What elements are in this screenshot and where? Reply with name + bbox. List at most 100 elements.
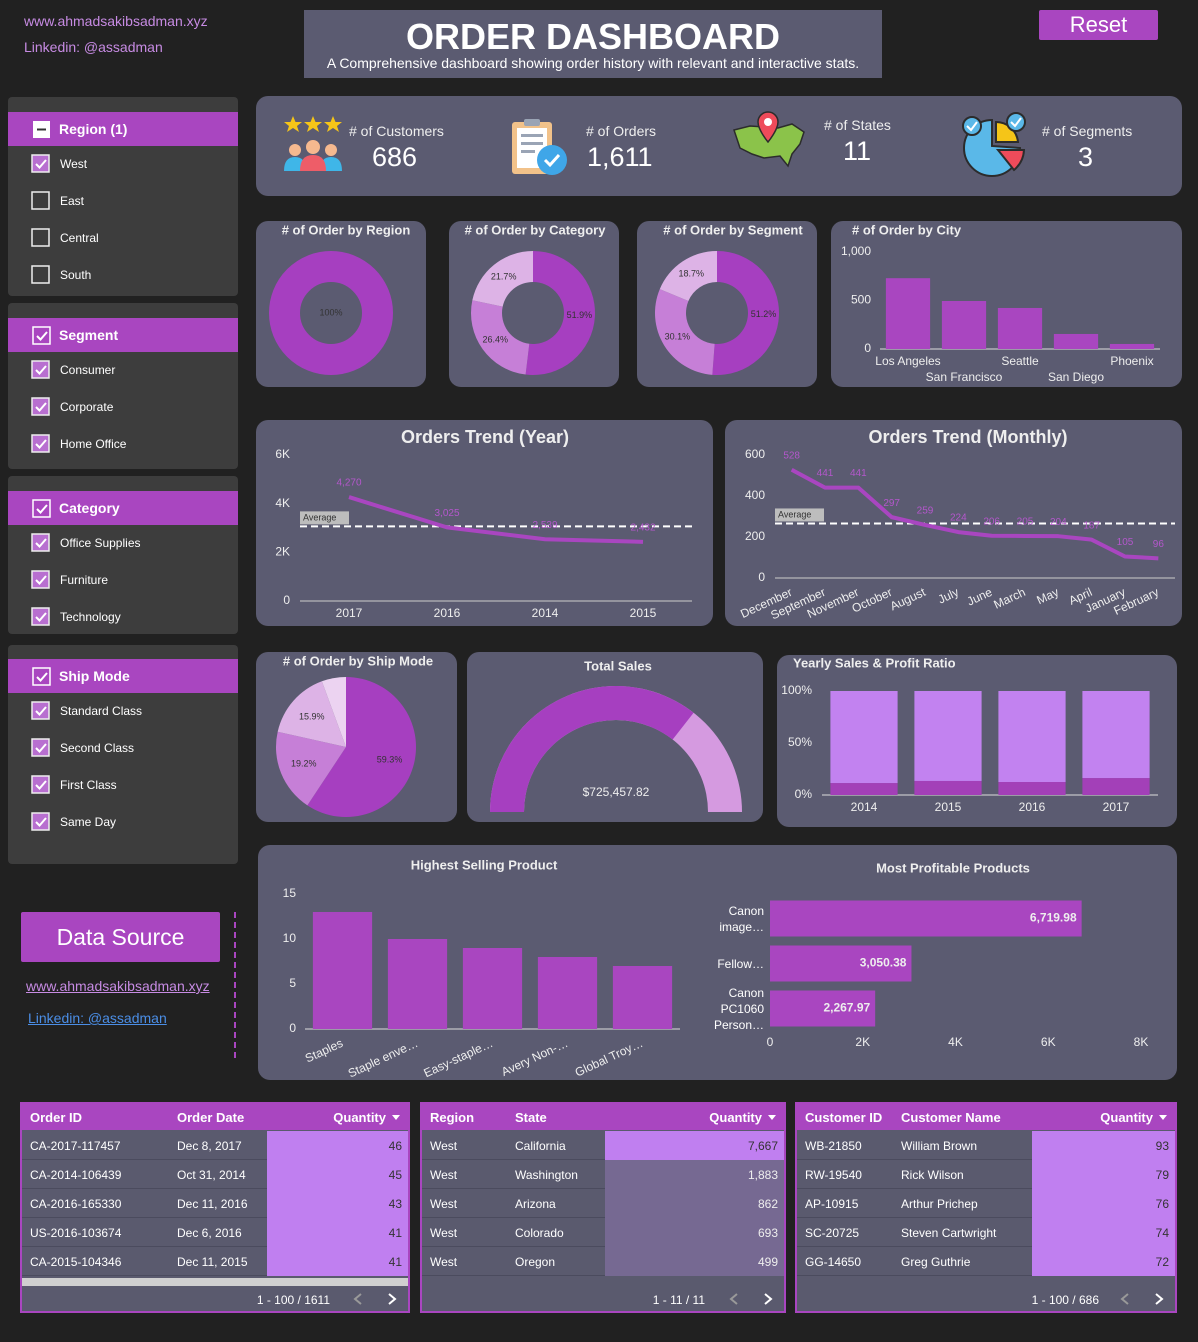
prev-page[interactable] xyxy=(728,1292,740,1306)
data-source-button[interactable]: Data Source xyxy=(21,912,220,962)
check xyxy=(36,672,48,682)
filter-option[interactable]: Office Supplies xyxy=(60,536,141,550)
checkbox[interactable] xyxy=(31,701,51,721)
filter-option[interactable]: Consumer xyxy=(60,363,116,377)
checkbox[interactable] xyxy=(31,228,51,248)
table-cell: Steven Cartwright xyxy=(901,1225,997,1240)
column-header[interactable]: Customer ID xyxy=(805,1109,883,1125)
table-cell: 43 xyxy=(267,1189,408,1218)
checkbox[interactable] xyxy=(32,499,52,519)
column-header[interactable]: Customer Name xyxy=(901,1109,1001,1125)
checkbox[interactable] xyxy=(31,265,51,285)
table-cell: Dec 8, 2017 xyxy=(177,1138,242,1153)
checkbox[interactable] xyxy=(31,812,51,832)
row-line xyxy=(422,1275,784,1276)
table-cell: Oregon xyxy=(515,1254,556,1269)
customers-icon xyxy=(284,116,342,171)
website-link[interactable]: www.ahmadsakibsadman.xyz xyxy=(24,13,208,29)
check xyxy=(36,331,48,341)
next-page[interactable] xyxy=(386,1292,398,1306)
check xyxy=(35,365,47,375)
row-line xyxy=(797,1275,1175,1276)
kpi-value: 686 xyxy=(372,142,418,172)
filter-option[interactable]: Central xyxy=(60,231,99,245)
check xyxy=(35,743,47,753)
segments-icon xyxy=(962,112,1026,177)
filter-option[interactable]: East xyxy=(60,194,85,208)
chart-panel xyxy=(725,420,1182,626)
y-tick-label: Canon image… xyxy=(719,903,764,934)
table-cell: Oct 31, 2014 xyxy=(177,1167,246,1182)
row-line xyxy=(797,1217,1175,1218)
chart-panel xyxy=(467,652,763,822)
next-page[interactable] xyxy=(1153,1292,1165,1306)
table-cell: Greg Guthrie xyxy=(901,1254,971,1269)
column-header[interactable]: Order ID xyxy=(30,1109,83,1125)
filter-option[interactable]: Same Day xyxy=(60,815,117,829)
table-cell: West xyxy=(430,1138,458,1153)
filter-option[interactable]: Corporate xyxy=(60,400,114,414)
filter-option[interactable]: Home Office xyxy=(60,437,127,451)
column-header[interactable]: Quantity xyxy=(709,1109,762,1125)
table-header: Customer ID Customer Name Quantity xyxy=(797,1104,1175,1130)
website-link[interactable]: www.ahmadsakibsadman.xyz xyxy=(26,978,210,994)
checkbox[interactable] xyxy=(32,120,52,140)
table: Region State Quantity West California 7,667 We… xyxy=(420,1102,786,1313)
chart-panel xyxy=(637,221,817,387)
sort-icon[interactable] xyxy=(767,1113,777,1123)
linkedin-link[interactable]: Linkedin: @assadman xyxy=(24,39,163,55)
filter-option[interactable]: Technology xyxy=(60,610,121,624)
filter-option[interactable]: Standard Class xyxy=(60,704,143,718)
checkbox[interactable] xyxy=(31,360,51,380)
checkbox[interactable] xyxy=(31,738,51,758)
table-cell: Arizona xyxy=(515,1196,556,1211)
filter-option[interactable]: South xyxy=(60,268,92,282)
table-cell: 76 xyxy=(1032,1189,1175,1218)
checkbox[interactable] xyxy=(31,533,51,553)
prev-page[interactable] xyxy=(1119,1292,1131,1306)
column-header[interactable]: State xyxy=(515,1109,547,1125)
checkbox[interactable] xyxy=(31,775,51,795)
kpi-value: 11 xyxy=(843,136,872,166)
sort-icon[interactable] xyxy=(391,1113,401,1123)
reset-button[interactable]: Reset xyxy=(1039,10,1158,40)
sort-icon[interactable] xyxy=(1158,1113,1168,1123)
filter-option[interactable]: First Class xyxy=(60,778,117,792)
checkbox[interactable] xyxy=(31,570,51,590)
table: Order ID Order Date Quantity CA-2017-117457… xyxy=(20,1102,410,1313)
filter-option[interactable]: West xyxy=(60,157,88,171)
next-page[interactable] xyxy=(762,1292,774,1306)
table-cell: Dec 11, 2015 xyxy=(177,1254,248,1269)
chart-panel xyxy=(256,221,426,387)
filter-header: Ship Mode xyxy=(8,659,238,693)
chevron xyxy=(1155,1293,1164,1305)
y-tick-label: Canon PC1060 Person… xyxy=(713,985,764,1032)
checkbox[interactable] xyxy=(31,397,51,417)
box xyxy=(31,397,50,416)
filter-title: Category xyxy=(59,500,120,516)
box xyxy=(31,533,50,552)
filter-header: Segment xyxy=(8,318,238,352)
prev-page[interactable] xyxy=(352,1292,364,1306)
linkedin-link[interactable]: Linkedin: @assadman xyxy=(28,1010,167,1026)
column-header[interactable]: Quantity xyxy=(333,1109,386,1125)
kpi-label: # of States xyxy=(824,117,891,133)
checkbox[interactable] xyxy=(31,434,51,454)
filter-option[interactable]: Furniture xyxy=(60,573,109,587)
table-cell: GG-14650 xyxy=(805,1254,862,1269)
checkbox[interactable] xyxy=(32,667,52,687)
table-cell: West xyxy=(430,1196,458,1211)
divider xyxy=(234,912,236,1058)
kpi-value: 3 xyxy=(1078,142,1094,172)
column-header[interactable]: Region xyxy=(430,1109,475,1125)
checkbox[interactable] xyxy=(32,326,52,346)
box xyxy=(31,607,50,626)
row-line xyxy=(422,1188,784,1189)
checkbox[interactable] xyxy=(31,191,51,211)
checkbox[interactable] xyxy=(31,154,51,174)
filter-option[interactable]: Second Class xyxy=(60,741,135,755)
column-header[interactable]: Order Date xyxy=(177,1109,245,1125)
checkbox[interactable] xyxy=(31,607,51,627)
kpi-label: # of Segments xyxy=(1042,123,1133,139)
column-header[interactable]: Quantity xyxy=(1100,1109,1153,1125)
